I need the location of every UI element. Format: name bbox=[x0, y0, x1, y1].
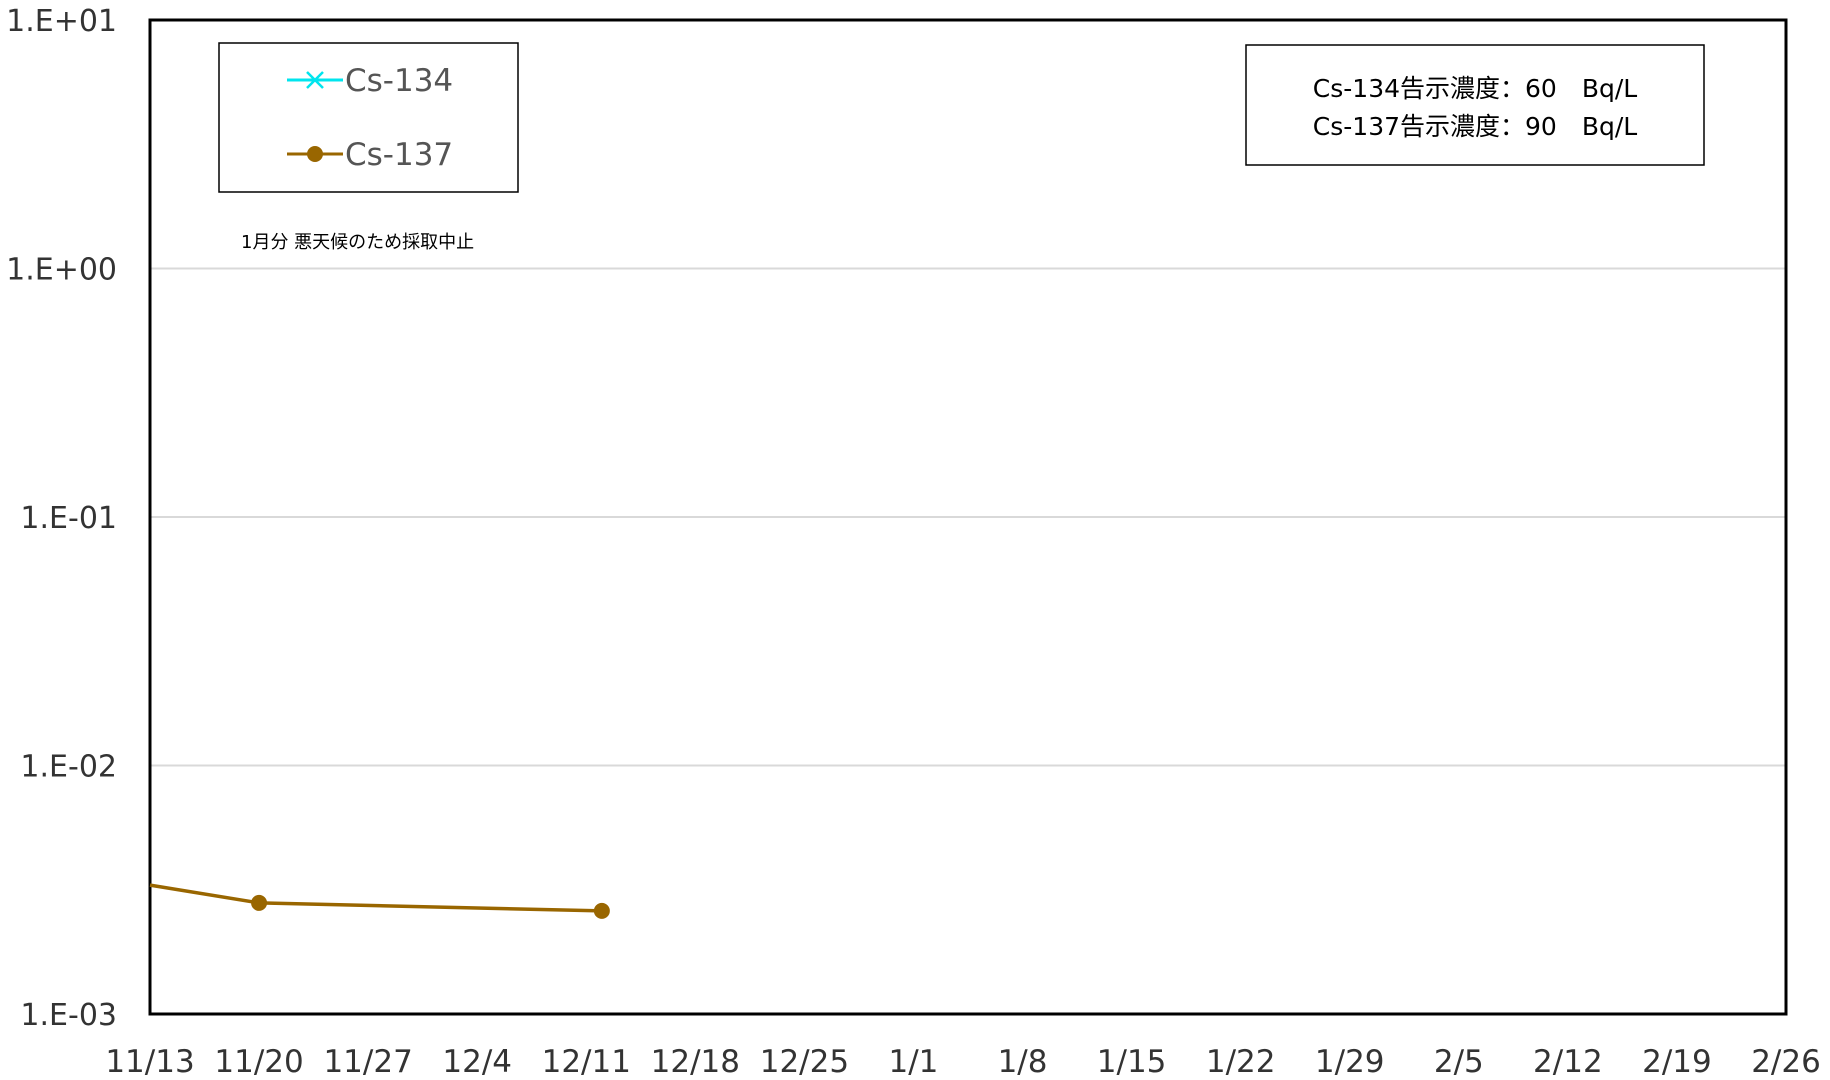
series-layer bbox=[149, 883, 610, 919]
limit-annotation: Cs-134告示濃度：60 Bq/L Cs-137告示濃度：90 Bq/L bbox=[1245, 44, 1705, 166]
y-tick-label: 1.E+01 bbox=[6, 4, 117, 39]
x-tick-label: 2/12 bbox=[1533, 1044, 1603, 1080]
legend-cs137-label: Cs-137 bbox=[345, 137, 453, 173]
x-tick-label: 11/13 bbox=[105, 1044, 194, 1080]
x-tick-label: 12/18 bbox=[651, 1044, 740, 1080]
legend: Cs-134 Cs-137 bbox=[218, 42, 519, 193]
y-tick-label: 1.E-02 bbox=[20, 750, 117, 785]
x-tick-label: 1/1 bbox=[889, 1044, 939, 1080]
x-tick-label: 11/27 bbox=[323, 1044, 412, 1080]
x-tick-label: 12/4 bbox=[442, 1044, 512, 1080]
x-tick-label: 11/20 bbox=[214, 1044, 303, 1080]
data-point bbox=[251, 894, 268, 911]
legend-cs134-x bbox=[306, 71, 324, 89]
limit-annotation-box bbox=[1245, 44, 1705, 166]
limit-cs137-text: Cs-137告示濃度：90 Bq/L bbox=[1313, 112, 1637, 141]
series-line-cs-137 bbox=[149, 883, 602, 913]
x-tick-label: 1/8 bbox=[998, 1044, 1048, 1080]
y-tick-label: 1.E-01 bbox=[20, 501, 117, 536]
data-point bbox=[593, 902, 610, 919]
x-tick-label: 1/15 bbox=[1097, 1044, 1167, 1080]
x-axis-ticks: 11/13 11/20 11/27 12/4 12/11 12/18 12/25 1/1 1/8… bbox=[105, 1044, 1820, 1080]
x-tick-label: 2/19 bbox=[1642, 1044, 1712, 1080]
x-tick-label: 2/5 bbox=[1434, 1044, 1484, 1080]
suspension-note: 1月分 悪天候のため採取中止 bbox=[241, 232, 474, 253]
gridlines bbox=[150, 267, 1786, 767]
y-tick-label: 1.E+00 bbox=[6, 253, 117, 288]
legend-box bbox=[218, 42, 519, 193]
x-tick-label: 12/11 bbox=[542, 1044, 631, 1080]
x-tick-label: 1/29 bbox=[1315, 1044, 1385, 1080]
legend-cs137-marker bbox=[307, 146, 323, 162]
x-tick-label: 12/25 bbox=[760, 1044, 849, 1080]
y-axis-ticks: 1.E-03 1.E-02 1.E-01 1.E+00 1.E+01 bbox=[6, 4, 117, 1033]
x-tick-label: 2/26 bbox=[1751, 1044, 1821, 1080]
x-tick-label: 1/22 bbox=[1206, 1044, 1276, 1080]
limit-cs134-text: Cs-134告示濃度：60 Bq/L bbox=[1313, 74, 1637, 103]
y-tick-label: 1.E-03 bbox=[20, 998, 117, 1033]
legend-cs134-marker bbox=[306, 71, 324, 89]
plot-area-border bbox=[148, 18, 1788, 1016]
legend-cs134-label: Cs-134 bbox=[345, 63, 453, 99]
